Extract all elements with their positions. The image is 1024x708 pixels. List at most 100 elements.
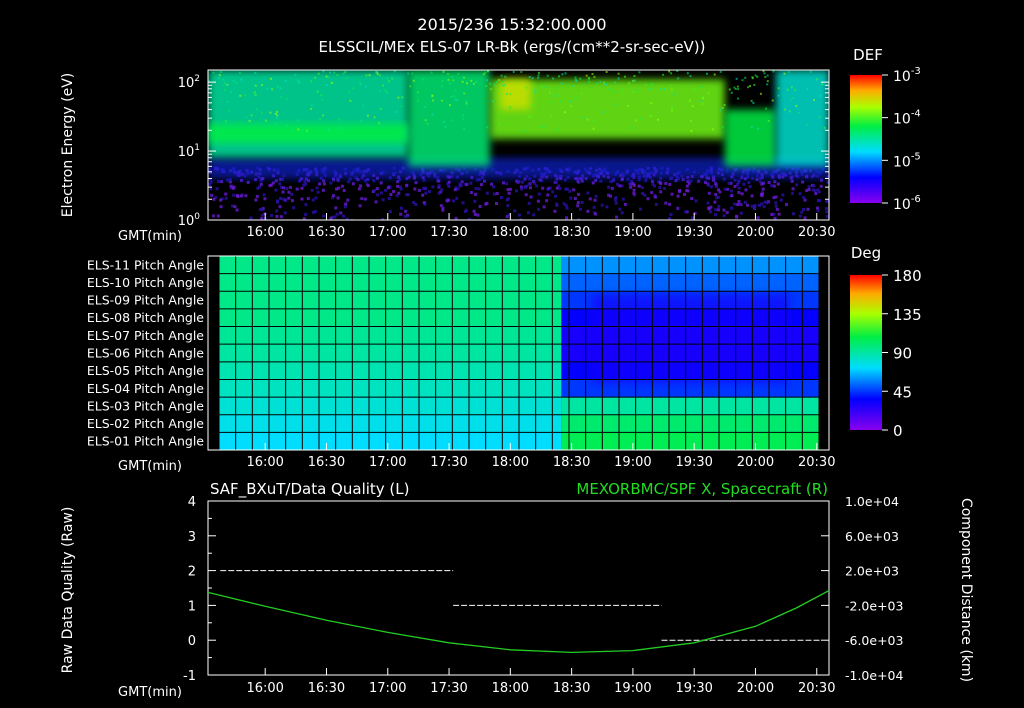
time-tick-label: 16:30 bbox=[308, 455, 345, 470]
spectrogram-speckle bbox=[248, 119, 251, 122]
spectrogram-noise-cell bbox=[521, 180, 524, 184]
spectrogram-noise-cell bbox=[694, 199, 698, 203]
left-tick-label: -1 bbox=[183, 669, 196, 684]
spectrogram-noise-cell bbox=[737, 200, 741, 203]
spectrogram-noise-cell bbox=[258, 207, 262, 211]
spectrogram-noise-cell bbox=[428, 190, 431, 193]
spectrogram-noise-cell bbox=[816, 209, 820, 213]
spectrogram-noise-cell bbox=[314, 196, 318, 200]
spectrogram-noise-cell bbox=[332, 178, 335, 182]
spectrogram-noise-cell bbox=[825, 199, 829, 203]
spectrogram-noise-cell bbox=[593, 198, 597, 202]
spectrogram-speckle bbox=[378, 89, 381, 92]
def-tick-exp: -4 bbox=[911, 109, 921, 120]
spectrogram-speckle bbox=[224, 120, 227, 123]
spectrogram-noise-cell bbox=[476, 178, 480, 182]
spectrogram-speckle bbox=[668, 70, 671, 73]
spectrogram-noise-cell bbox=[758, 180, 762, 184]
spectrogram-noise-cell bbox=[331, 196, 334, 200]
spectrogram-speckle bbox=[737, 97, 740, 100]
spectrogram-noise-cell bbox=[335, 187, 338, 191]
pitch-cell-after bbox=[561, 397, 819, 416]
spectrogram-noise-cell bbox=[612, 178, 616, 181]
spectrogram-noise-cell bbox=[240, 178, 243, 182]
spectrogram-noise-cell bbox=[389, 193, 393, 196]
spectrogram-speckle bbox=[338, 118, 341, 121]
spectrogram-speckle bbox=[624, 75, 626, 78]
spectrogram-speckle bbox=[509, 106, 512, 109]
spectrogram-noise-cell bbox=[555, 186, 559, 190]
right-panel-title: MEXORBMC/SPF X, Spacecraft (R) bbox=[576, 480, 828, 498]
spectrogram-speckle bbox=[441, 80, 444, 82]
spectrogram-speckle bbox=[632, 90, 635, 93]
time-tick-label: 16:30 bbox=[308, 225, 345, 240]
spectrogram-noise-cell bbox=[447, 184, 451, 188]
spectrogram-noise-cell bbox=[259, 179, 263, 183]
spectrogram-noise-cell bbox=[706, 201, 710, 205]
spectrogram-noise-cell bbox=[730, 194, 734, 198]
spectrogram-speckle bbox=[447, 73, 450, 76]
component-distance-axis-label-text: Component Distance (km) bbox=[958, 498, 974, 682]
spectrogram-speckle bbox=[809, 70, 812, 73]
spectrogram-noise-cell bbox=[231, 204, 234, 208]
spectrogram-noise-cell bbox=[386, 186, 390, 190]
spectrogram-noise-cell bbox=[538, 178, 542, 182]
spectrogram-noise-cell bbox=[372, 179, 376, 183]
spectrogram-noise-cell bbox=[798, 214, 802, 218]
spectrogram-noise-cell bbox=[280, 177, 284, 181]
spectrogram-noise-cell bbox=[573, 197, 577, 200]
spectrogram-noise-cell bbox=[574, 177, 578, 180]
spectrogram-noise-cell bbox=[329, 181, 333, 185]
spectrogram-noise-cell bbox=[814, 192, 818, 196]
spectrogram-noise-cell bbox=[517, 180, 521, 183]
spectrogram-noise-cell bbox=[750, 204, 754, 208]
spectrogram-noise-cell bbox=[607, 185, 611, 189]
spectrogram-noise-cell bbox=[532, 213, 536, 217]
spectrogram-noise-cell bbox=[704, 180, 707, 184]
spectrogram-speckle bbox=[504, 75, 507, 78]
spectrogram-noise-cell bbox=[256, 186, 260, 190]
line-right-y-axis: 1.0e+04 6.0e+03 2.0e+03 -2.0e+03 -6.0e+03 -1.… bbox=[821, 494, 904, 683]
spectrogram-noise-cell bbox=[304, 182, 308, 186]
spectrogram-noise-cell bbox=[733, 185, 737, 188]
spectrogram-noise-cell bbox=[576, 201, 580, 205]
spectrogram-noise-cell bbox=[274, 179, 278, 183]
spectrogram-band bbox=[208, 157, 829, 179]
spectrogram-speckle bbox=[294, 73, 297, 76]
deg-colorbar: Deg 180 135 90 45 0 bbox=[850, 244, 922, 440]
component-distance-line bbox=[207, 590, 830, 654]
spectrogram-noise-cell bbox=[746, 203, 750, 207]
spectrogram-noise-cell bbox=[781, 193, 785, 197]
spectrogram-speckle bbox=[421, 78, 424, 81]
spectrogram-speckle bbox=[226, 100, 229, 103]
spectrogram-speckle bbox=[359, 83, 362, 86]
spectrogram-speckle bbox=[365, 74, 368, 77]
spectrogram-noise-cell bbox=[399, 212, 403, 216]
spectrogram-speckle bbox=[531, 77, 534, 80]
spectrogram-noise-cell bbox=[278, 205, 282, 209]
spectrogram-noise-cell bbox=[693, 211, 697, 215]
spectrogram-speckle bbox=[645, 83, 648, 86]
spectrogram-speckle bbox=[556, 129, 559, 131]
spectrogram-noise-cell bbox=[628, 182, 632, 186]
spectrogram-speckle bbox=[317, 72, 320, 75]
spectrogram-noise-cell bbox=[405, 183, 409, 187]
spectrogram-noise-cell bbox=[791, 212, 795, 216]
spectrogram-noise-cell bbox=[302, 183, 306, 187]
spectrogram-noise-cell bbox=[348, 177, 352, 181]
spectrogram-speckle bbox=[366, 114, 369, 117]
spectrogram-noise-cell bbox=[279, 177, 283, 181]
spectrogram-noise-cell bbox=[807, 188, 811, 191]
spectrogram-speckle bbox=[558, 75, 560, 78]
spectrogram-noise-cell bbox=[689, 179, 693, 183]
spectrogram-speckle bbox=[771, 99, 774, 102]
spectrogram-noise-cell bbox=[527, 182, 531, 186]
spectrogram-noise-cell bbox=[495, 202, 498, 205]
spectrogram-noise-cell bbox=[774, 195, 778, 199]
spectrogram-noise-cell bbox=[374, 200, 378, 204]
spectrogram-noise-cell bbox=[304, 203, 308, 207]
spectrogram-noise-cell bbox=[594, 178, 598, 182]
spectrogram-noise-cell bbox=[291, 199, 294, 203]
def-colorbar-bar bbox=[850, 75, 882, 203]
spectrogram-noise-cell bbox=[447, 198, 451, 202]
